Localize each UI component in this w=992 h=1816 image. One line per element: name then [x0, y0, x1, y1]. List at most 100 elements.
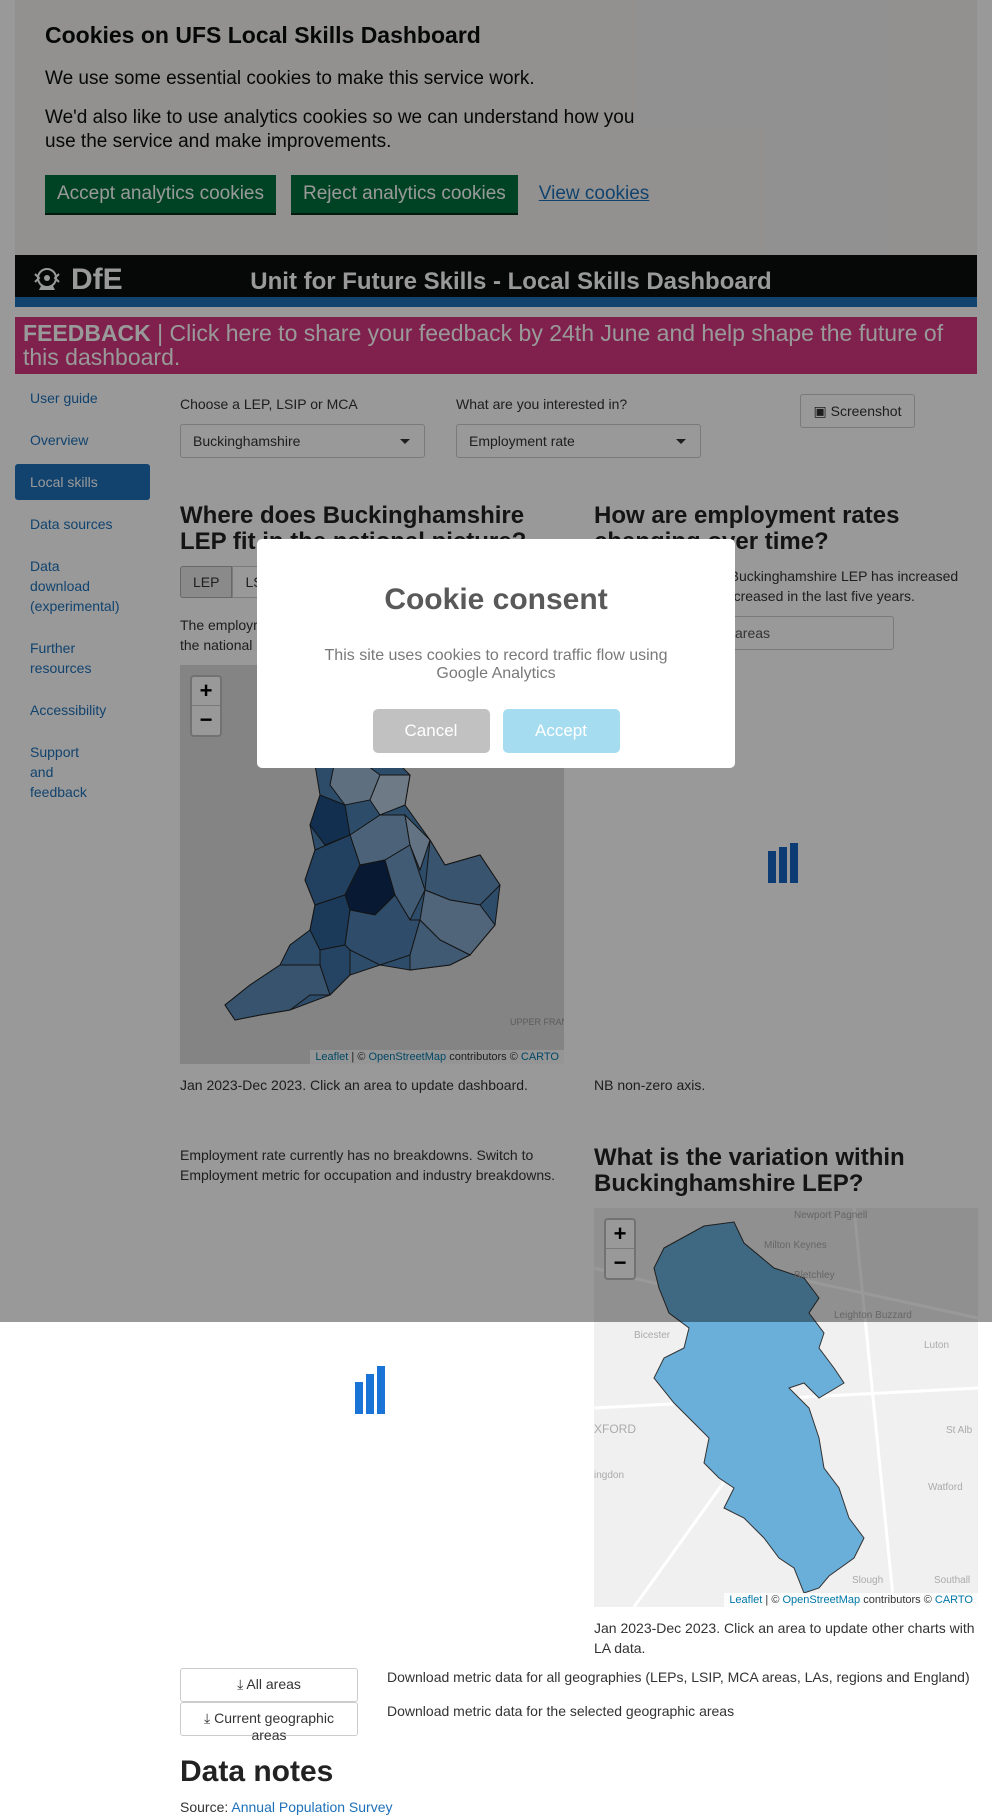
metric-select-value: Employment rate [469, 433, 575, 449]
modal-accept-button[interactable]: Accept [502, 709, 620, 753]
modal-text: This site uses cookies to record traffic… [324, 647, 668, 682]
download-all-label: All areas [246, 1676, 301, 1692]
place-label: Bicester [634, 1330, 671, 1341]
buckinghamshire-map: Newport Pagnell Milton Keynes Bletchley … [594, 1208, 978, 1607]
place-label: XFORD [594, 1422, 636, 1436]
data-notes-source: Source: Annual Population Survey [180, 1797, 392, 1816]
trend-loading-icon [768, 843, 798, 883]
feedback-banner[interactable]: FEEDBACK | Click here to share your feed… [15, 317, 977, 374]
place-label: Luton [924, 1340, 949, 1351]
map-attribution: Leaflet | © OpenStreetMap contributors ©… [724, 1593, 978, 1607]
download-current-button[interactable]: ⤓ Current geographic areas [180, 1702, 358, 1743]
accept-analytics-button[interactable]: Accept analytics cookies [45, 175, 276, 214]
attrib-sep: | © [348, 1051, 369, 1063]
place-label: Watford [928, 1482, 963, 1493]
trend-compare-input[interactable]: areas [718, 616, 894, 650]
variation-map[interactable]: Newport Pagnell Milton Keynes Bletchley … [594, 1208, 978, 1607]
dfe-logo[interactable]: DfE [31, 263, 123, 297]
england-lep-map: UPPER FRANCE [180, 665, 564, 1064]
screenshot-button[interactable]: ▣ Screenshot [800, 394, 915, 428]
view-cookies-link[interactable]: View cookies [538, 183, 650, 205]
zoom-in-button[interactable]: + [192, 677, 220, 706]
download-current-desc: Download metric data for the selected ge… [387, 1703, 735, 1719]
sidebar-nav: User guide Overview Local skills Data so… [15, 378, 150, 810]
metric-select-label: What are you interested in? [456, 396, 628, 412]
map-label-upper-france: UPPER FRANCE [510, 1017, 564, 1027]
national-map-caption: Jan 2023-Dec 2023. Click an area to upda… [180, 1077, 528, 1093]
trend-text-line-1: n Buckinghamshire LEP has increased [718, 568, 959, 584]
place-label: ingdon [594, 1470, 624, 1481]
breakdown-text: Employment rate currently has no breakdo… [180, 1147, 556, 1183]
cookie-banner-text-2: We'd also like to use analytics cookies … [45, 106, 635, 153]
variation-map-zoom: + − [604, 1218, 636, 1280]
place-label: Bletchley [794, 1270, 835, 1281]
geo-select[interactable]: Buckinghamshire [180, 424, 425, 458]
place-label: Leighton Buzzard [834, 1310, 912, 1321]
download-current-label: Current geographic areas [214, 1710, 334, 1743]
place-label: Southall [934, 1575, 970, 1586]
zoom-in-button[interactable]: + [606, 1220, 634, 1249]
modal-actions: Cancel Accept [257, 709, 735, 753]
geo-select-label: Choose a LEP, LSIP or MCA [180, 396, 358, 412]
trend-text: n Buckinghamshire LEP has increased decr… [718, 566, 978, 606]
crest-icon [34, 268, 60, 290]
place-label: Newport Pagnell [794, 1210, 867, 1221]
metric-select[interactable]: Employment rate [456, 424, 701, 458]
sidebar-item-support[interactable]: Support and feedback [30, 744, 87, 800]
chevron-down-icon [676, 439, 686, 444]
attrib-sep: | © [762, 1594, 783, 1606]
trend-text-line-2: decreased in the last five years. [718, 588, 915, 604]
sidebar-item-data-sources[interactable]: Data sources [30, 516, 113, 532]
download-icon: ⤓ [237, 1676, 244, 1692]
carto-link[interactable]: CARTO [934, 1594, 973, 1606]
sidebar-item-data-download[interactable]: Data download (experimental) [30, 558, 120, 614]
national-text-line-1: The employm [180, 617, 265, 633]
download-icon: ⤓ [204, 1710, 211, 1726]
geo-select-value: Buckinghamshire [193, 433, 301, 449]
cookie-consent-modal: Cookie consent This site uses cookies to… [257, 539, 735, 768]
trend-caption: NB non-zero axis. [594, 1077, 706, 1093]
national-text-line-2: the national [180, 637, 253, 653]
zoom-out-button[interactable]: − [613, 1250, 627, 1275]
data-notes-title: Data notes [180, 1755, 334, 1788]
reject-analytics-button[interactable]: Reject analytics cookies [291, 175, 518, 214]
camera-icon: ▣ [813, 402, 827, 419]
cookie-banner-actions: Accept analytics cookies Reject analytic… [45, 175, 947, 214]
national-text: The employm the national [180, 615, 265, 655]
leaflet-link[interactable]: Leaflet [315, 1051, 349, 1063]
header-title: Unit for Future Skills - Local Skills Da… [250, 268, 772, 295]
leaflet-link[interactable]: Leaflet [729, 1594, 763, 1606]
national-map[interactable]: UPPER FRANCE + − Leaflet | © OpenStreetM… [180, 665, 564, 1064]
attrib-contrib: contributors © [446, 1051, 521, 1063]
zoom-out-button[interactable]: − [199, 707, 213, 732]
sidebar-item-user-guide[interactable]: User guide [30, 390, 98, 406]
cookie-banner-text-1: We use some essential cookies to make th… [45, 68, 535, 89]
cookie-banner: Cookies on UFS Local Skills Dashboard We… [15, 0, 977, 255]
feedback-label: FEEDBACK [23, 320, 151, 346]
national-map-zoom: + − [190, 675, 222, 737]
carto-link[interactable]: CARTO [520, 1051, 559, 1063]
feedback-text: | Click here to share your feedback by 2… [23, 320, 944, 370]
dfe-logo-text: DfE [71, 263, 123, 296]
breakdown-loading-icon [355, 1366, 385, 1414]
sidebar-item-local-skills[interactable]: Local skills [15, 464, 150, 500]
site-header: DfE Unit for Future Skills - Local Skill… [15, 255, 977, 307]
map-attribution: Leaflet | © OpenStreetMap contributors ©… [310, 1050, 564, 1064]
sidebar-item-overview[interactable]: Overview [30, 432, 89, 448]
modal-title: Cookie consent [384, 583, 608, 616]
download-all-button[interactable]: ⤓ All areas [180, 1668, 358, 1702]
chevron-down-icon [400, 439, 410, 444]
attrib-contrib: contributors © [860, 1594, 935, 1606]
source-label: Source: [180, 1799, 232, 1815]
place-label: Slough [852, 1575, 883, 1586]
tab-lep[interactable]: LEP [180, 566, 233, 598]
sidebar-item-further-resources[interactable]: Further resources [30, 640, 92, 676]
source-link[interactable]: Annual Population Survey [231, 1799, 393, 1815]
screenshot-button-label: Screenshot [830, 402, 902, 419]
osm-link[interactable]: OpenStreetMap [368, 1051, 447, 1063]
osm-link[interactable]: OpenStreetMap [782, 1594, 861, 1606]
download-all-desc: Download metric data for all geographies… [387, 1669, 970, 1685]
modal-cancel-button[interactable]: Cancel [372, 709, 490, 753]
sidebar-item-accessibility[interactable]: Accessibility [30, 702, 107, 718]
cookie-banner-title: Cookies on UFS Local Skills Dashboard [45, 22, 481, 48]
